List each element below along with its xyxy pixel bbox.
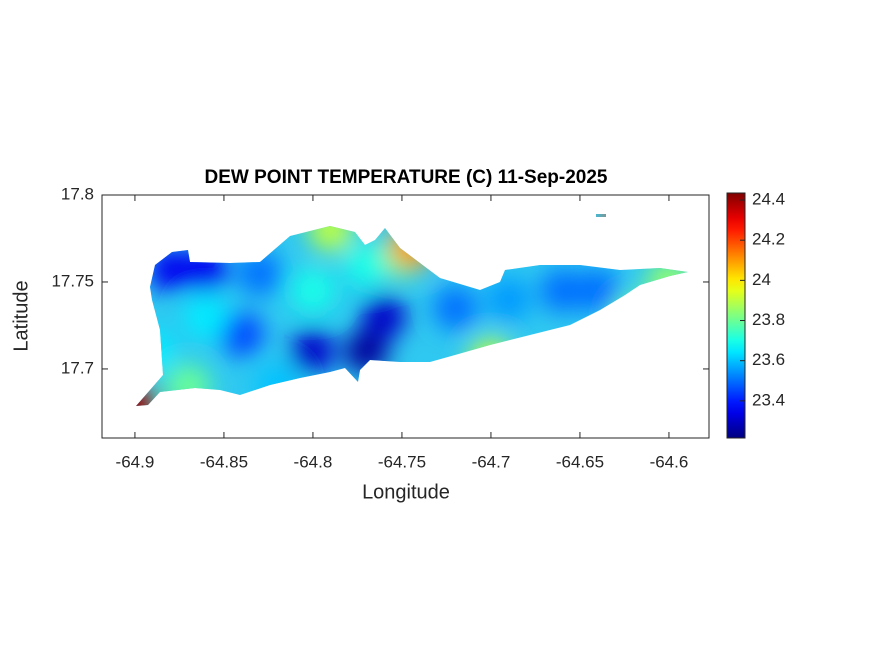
colorbar-tick-label: 24.4 [752,190,785,209]
field-point [290,268,335,313]
x-tick-label: -64.85 [200,452,248,471]
field-point [540,268,585,313]
field-point [486,277,531,322]
field-point [362,294,407,339]
colorbar-tick-label: 24.2 [752,230,785,249]
x-axis-label: Longitude [362,481,450,503]
colorbar-tick-label: 24 [752,270,771,289]
x-tick-label: -64.8 [294,452,333,471]
colorbar-tick-label: 23.8 [752,310,785,329]
x-tick-label: -64.7 [472,452,511,471]
colorbar [726,192,746,439]
y-axis-label: Latitude [10,280,32,351]
field-point [219,312,264,357]
field-point [433,286,478,331]
ticks: -64.9 -64.85 -64.8 -64.75 -64.7 -64.65 -64.6 17… [51,184,785,471]
field-point [575,268,620,313]
y-tick-label: 17.8 [61,184,94,203]
field-point [290,329,335,374]
colorbar-tick-label: 23.4 [752,390,785,409]
x-tick-label: -64.75 [378,452,426,471]
field-point [344,242,389,287]
chart-title: DEW POINT TEMPERATURE (C) 11-Sep-2025 [205,167,608,188]
y-tick-label: 17.75 [51,271,94,290]
field-point [184,294,229,339]
x-tick-label: -64.9 [116,452,155,471]
y-tick-label: 17.7 [61,358,94,377]
x-tick-label: -64.65 [556,452,604,471]
colorbar-tick-label: 23.6 [752,350,785,369]
x-tick-label: -64.6 [650,452,689,471]
